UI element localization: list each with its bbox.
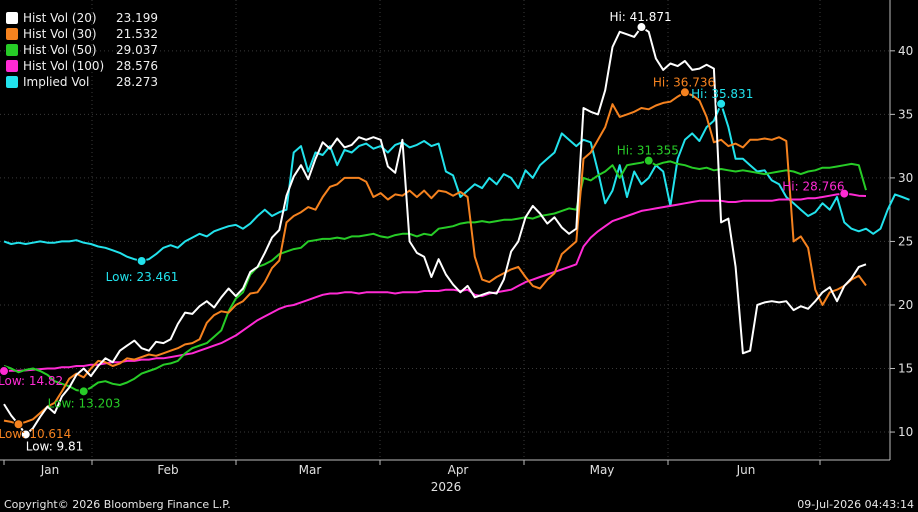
annotation-marker bbox=[643, 155, 654, 166]
legend-swatch bbox=[6, 44, 18, 56]
legend-label: Hist Vol (30) bbox=[23, 27, 97, 41]
legend-value: 29.037 bbox=[116, 43, 158, 57]
x-tick-label: Mar bbox=[299, 463, 322, 477]
legend-item-hist-vol-50[interactable]: Hist Vol (50) 29.037 bbox=[6, 42, 158, 58]
annotation-marker bbox=[716, 98, 727, 109]
series-line-hist-vol-100- bbox=[3, 192, 867, 372]
annotation-marker bbox=[13, 419, 24, 430]
legend-swatch bbox=[6, 60, 18, 72]
y-tick-label: 10 bbox=[898, 425, 913, 439]
legend-value: 21.532 bbox=[116, 27, 158, 41]
series-line-hist-vol-50- bbox=[3, 159, 867, 393]
annotation-marker bbox=[20, 429, 31, 440]
x-year-label: 2026 bbox=[431, 480, 462, 494]
legend-value: 23.199 bbox=[116, 11, 158, 25]
y-tick-label: 20 bbox=[898, 298, 913, 312]
legend-swatch bbox=[6, 28, 18, 40]
legend-item-hist-vol-100[interactable]: Hist Vol (100) 28.576 bbox=[6, 58, 158, 74]
legend-swatch bbox=[6, 12, 18, 24]
legend-label: Hist Vol (50) bbox=[23, 43, 97, 57]
legend-value: 28.273 bbox=[116, 75, 158, 89]
annotation-label: Hi: 31.355 bbox=[617, 144, 679, 158]
legend-swatch bbox=[6, 76, 18, 88]
annotation-marker bbox=[78, 386, 89, 397]
y-tick-label: 35 bbox=[898, 107, 913, 121]
annotation-label: Hi: 36.736 bbox=[653, 75, 715, 89]
x-tick-label: Jan bbox=[40, 463, 60, 477]
x-tick-label: Apr bbox=[448, 463, 469, 477]
annotation-label: Low: 10.614 bbox=[0, 427, 71, 441]
legend-item-implied-vol[interactable]: Implied Vol 28.273 bbox=[6, 74, 158, 90]
annotation-label: Hi: 28.766 bbox=[782, 180, 844, 194]
series-line-implied-vol bbox=[3, 102, 910, 262]
annotation-label: Hi: 35.831 bbox=[691, 87, 753, 101]
legend-label: Hist Vol (100) bbox=[23, 59, 105, 73]
annotation-label: Hi: 41.871 bbox=[609, 10, 671, 24]
annotation-marker bbox=[679, 87, 690, 98]
legend-item-hist-vol-30[interactable]: Hist Vol (30) 21.532 bbox=[6, 26, 158, 42]
y-tick-label: 25 bbox=[898, 234, 913, 248]
annotation-label: Low: 23.461 bbox=[106, 270, 179, 284]
series-line-hist-vol-20- bbox=[3, 26, 867, 436]
legend-item-hist-vol-20[interactable]: Hist Vol (20) 23.199 bbox=[6, 10, 158, 26]
x-tick-label: May bbox=[590, 463, 615, 477]
y-tick-label: 40 bbox=[898, 44, 913, 58]
annotation-label: Low: 14.82 bbox=[0, 374, 63, 388]
annotation-marker bbox=[0, 366, 9, 377]
x-tick-label: Feb bbox=[157, 463, 178, 477]
annotation-marker bbox=[839, 188, 850, 199]
y-axis: 10 15 20 25 30 35 40 bbox=[0, 44, 913, 439]
legend-label: Implied Vol bbox=[23, 75, 90, 89]
legend-label: Hist Vol (20) bbox=[23, 11, 97, 25]
legend-value: 28.576 bbox=[116, 59, 158, 73]
annotation-marker bbox=[136, 255, 147, 266]
y-tick-label: 15 bbox=[898, 362, 913, 376]
annotation-label: Low: 9.81 bbox=[26, 439, 84, 453]
x-axis: Jan Feb Mar Apr May Jun 2026 bbox=[3, 460, 821, 494]
series-line-hist-vol-30- bbox=[3, 91, 867, 426]
copyright-text: Copyright© 2026 Bloomberg Finance L.P. bbox=[4, 498, 231, 511]
annotation-label: Low: 13.203 bbox=[48, 396, 121, 410]
annotation-marker bbox=[636, 22, 647, 33]
y-tick-label: 30 bbox=[898, 171, 913, 185]
legend: Hist Vol (20) 23.199 Hist Vol (30) 21.53… bbox=[6, 10, 158, 90]
timestamp-text: 09-Jul-2026 04:43:14 bbox=[797, 498, 914, 511]
x-tick-label: Jun bbox=[736, 463, 756, 477]
